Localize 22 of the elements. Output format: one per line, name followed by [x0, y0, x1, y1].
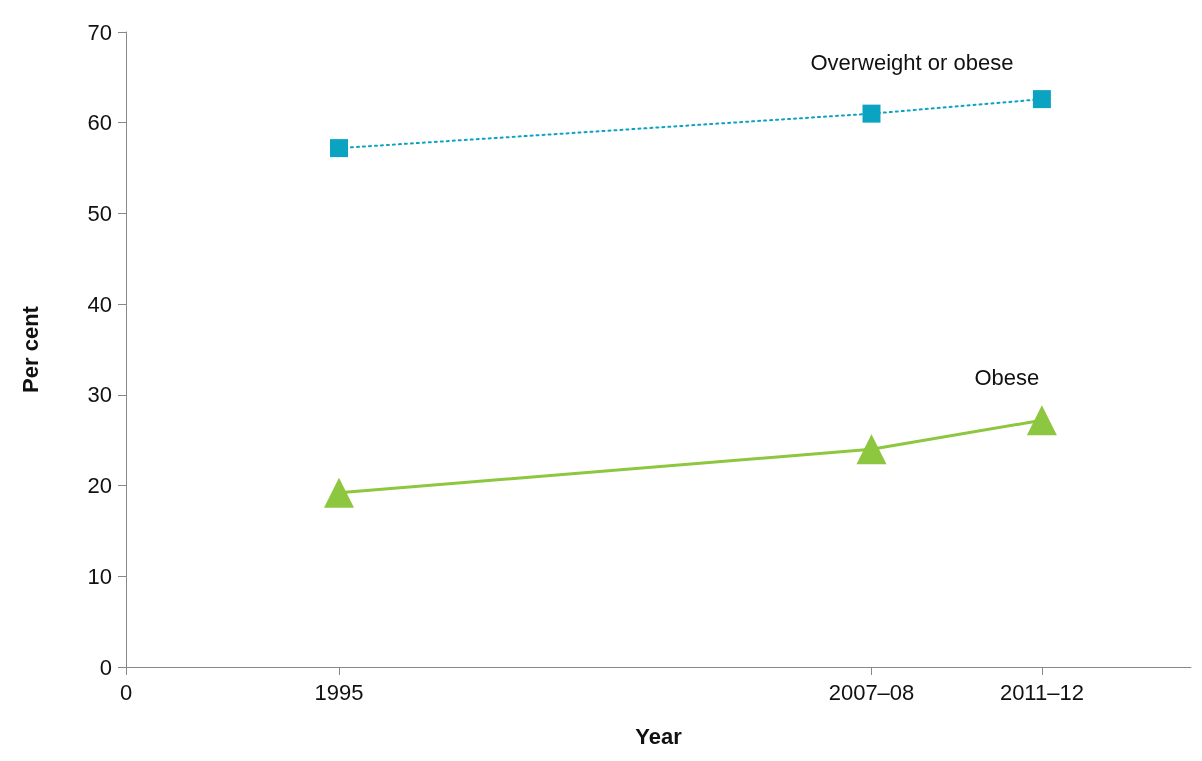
- y-tick-label: 60: [87, 110, 112, 136]
- x-tick-label: 0: [119, 679, 133, 705]
- y-axis-title: Per cent: [17, 305, 43, 393]
- y-tick-label: 30: [87, 382, 112, 408]
- point: [330, 139, 348, 158]
- x-axis-title: Year: [635, 723, 683, 749]
- y-tick-label: 10: [87, 563, 112, 589]
- y-tick-label: 20: [87, 473, 112, 499]
- y-tick-label: 50: [87, 200, 112, 226]
- y-tick-label: 0: [99, 654, 112, 680]
- point: [862, 104, 881, 123]
- point: [1026, 405, 1057, 436]
- point: [1032, 90, 1051, 109]
- x-tick-label: 2011–12: [999, 679, 1084, 705]
- x-tick-label: 2007–08: [828, 679, 915, 705]
- point: [856, 434, 887, 465]
- point: [324, 477, 354, 508]
- y-tick-label: 40: [87, 291, 112, 317]
- y-tick-label: 70: [87, 19, 112, 45]
- x-tick-label: 1995: [314, 679, 364, 705]
- series-label: Overweight or obese: [810, 49, 1014, 75]
- series-label: Obese: [974, 364, 1040, 390]
